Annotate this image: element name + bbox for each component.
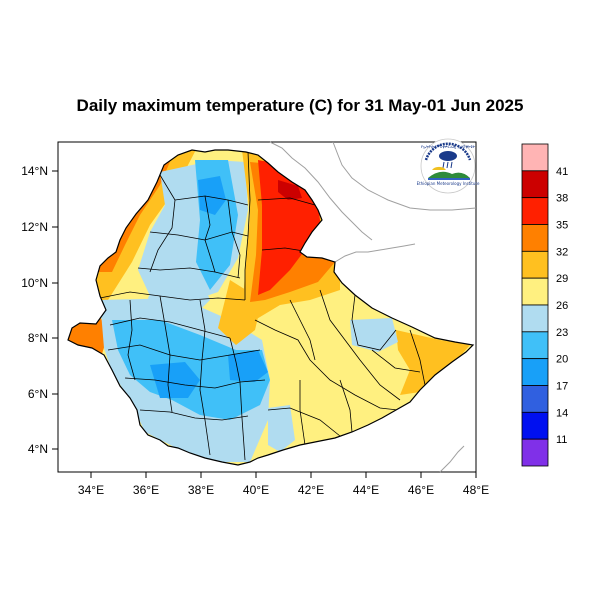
- logo-agency-amharic: የኢትዮጵያ ሚቲዎሮሎጂ ኢንስቲትዩት: [421, 144, 476, 149]
- x-tick-label: 42°E: [298, 483, 324, 497]
- y-tick-label: 4°N: [28, 442, 48, 456]
- colorbar-label: 20: [556, 354, 568, 366]
- y-tick-label: 10°N: [21, 276, 48, 290]
- page-title: Daily maximum temperature (C) for 31 May…: [76, 96, 524, 115]
- colorbar-label: 41: [556, 166, 568, 178]
- neighbor-borders: [269, 141, 477, 473]
- colorbar-label: 17: [556, 381, 568, 393]
- y-axis: [52, 170, 58, 450]
- colorbar-swatch: [521, 385, 549, 413]
- x-tick-label: 44°E: [353, 483, 379, 497]
- colorbar-swatch: [521, 304, 549, 333]
- x-axis: [90, 472, 477, 478]
- x-tick-label: 36°E: [133, 483, 159, 497]
- colorbar-swatch: [521, 197, 549, 225]
- colorbar-swatch: [521, 438, 549, 467]
- colorbar-swatch: [521, 358, 549, 386]
- x-tick-label: 48°E: [463, 483, 489, 497]
- colorbar-label: 32: [556, 246, 568, 258]
- y-tick-label: 6°N: [28, 387, 48, 401]
- colorbar-label: 35: [556, 220, 568, 232]
- colorbar-swatch: [521, 277, 549, 306]
- colorbar-label: 11: [556, 434, 567, 446]
- colorbar-swatch: [521, 170, 549, 199]
- y-tick-label: 14°N: [21, 164, 48, 178]
- hills-icon: [428, 171, 470, 178]
- colorbar-swatch: [521, 224, 549, 252]
- colorbar-label: 23: [556, 327, 568, 339]
- x-tick-label: 46°E: [408, 483, 434, 497]
- x-tick-label: 34°E: [78, 483, 104, 497]
- x-tick-label: 40°E: [243, 483, 269, 497]
- colorbar-swatch: [521, 331, 549, 360]
- colorbar-label: 26: [556, 300, 568, 312]
- colorbar-swatch: [521, 143, 549, 172]
- y-tick-label: 12°N: [21, 220, 48, 234]
- cloud-icon: [439, 151, 457, 161]
- admin-boundaries: [99, 151, 426, 461]
- colorbar-label: 38: [556, 193, 568, 205]
- colorbar-label: 14: [556, 407, 568, 419]
- sun-icon: [432, 166, 446, 170]
- logo-arc-text: [424, 142, 472, 161]
- logo-agency-text: Ethiopian Meteorology Institute: [417, 181, 480, 186]
- colorbar-swatch: [521, 250, 549, 279]
- x-tick-label: 38°E: [188, 483, 214, 497]
- y-tick-label: 8°N: [28, 331, 48, 345]
- colorbar-label: 29: [556, 273, 568, 285]
- colorbar-swatch: [521, 411, 549, 440]
- agency-logo: Ethiopian Meteorology Institute የኢትዮጵያ ሚ…: [417, 138, 480, 194]
- colorbar: 41 38 35 32 29 26 23 20 17 14 11: [521, 143, 568, 467]
